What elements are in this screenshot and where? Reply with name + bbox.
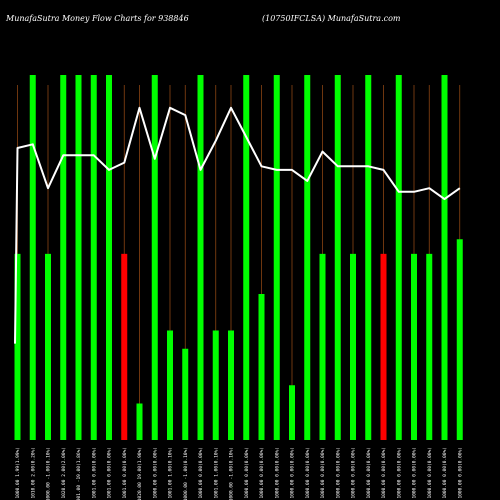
bar [228,330,234,440]
bar [395,75,402,440]
bar [29,75,36,440]
x-tick-label: 1000.00 0.00(0.00%) [244,447,250,498]
bar [380,253,387,440]
bar [304,75,311,440]
x-tick-label: 1001.00 1.00(0.10%) [213,447,219,498]
money-flow-polyline [14,106,461,344]
x-tick-label: 1000.00 0.00(0.00%) [427,447,433,498]
x-tick-label: 1000.00 0.00(0.00%) [152,447,158,498]
x-tick-label: 1000.00 0.00(0.00%) [412,447,418,498]
bar [212,330,219,440]
bar [45,253,51,440]
x-tick-label: 1001.00 -19.00(1.86%) [76,447,82,500]
bar [90,75,97,440]
bar [441,75,448,440]
bar [273,75,280,440]
money-flow-line [14,106,461,344]
bar [350,253,356,440]
bar [289,385,295,440]
bar [136,403,143,440]
bar [197,75,204,440]
bar [426,253,433,440]
x-tick-label: 1000.00 0.00(0.00%) [366,447,372,498]
chart-title-right: (10750IFCLSA) MunafaSutra.com [262,14,401,23]
x-tick-label: 1000.00 0.00(0.00%) [274,447,280,498]
x-tick-label: 1010.00 2.00(0.20%) [30,447,36,498]
x-tick-label: 1000.00 1.99(1.99%) [15,447,21,498]
bar [243,75,250,440]
x-tick-label: 1000.00 0.00(0.00%) [305,447,311,498]
bar [106,75,112,440]
x-tick-label: 1000.00 0.00(0.00%) [335,447,341,498]
bar [182,348,189,440]
bar [121,253,128,440]
bar [75,75,82,440]
bar [151,75,158,440]
bar [334,75,341,440]
x-tick-label: 1001.00 0.00(0.00%) [122,447,128,498]
x-tick-label: 1000.00 0.00(0.00%) [381,447,387,498]
x-tick-label: 1020.00 19.00(1.90%) [137,447,143,500]
x-tick-label: 1000.00 -1.00(0.10%) [46,447,52,500]
bar [258,294,265,440]
bar [456,239,463,440]
x-tick-label: 1000.00 0.00(0.00%) [198,447,204,498]
x-tick-label: 1001.00 1.00(0.10%) [168,447,174,498]
x-tick-label: 1000.00 0.00(0.00%) [396,447,402,498]
x-tick-label: 1000.00 -1.00(0.10%) [229,447,235,500]
x-tick-label: 1000.00 -1.00(0.10%) [183,447,189,500]
x-tick-label: 1000.00 0.00(0.00%) [320,447,326,498]
x-tick-label: 1000.00 0.00(0.00%) [442,447,448,498]
bar [60,75,67,440]
bar [167,330,173,440]
x-tick-label: 1000.00 0.00(0.00%) [351,447,357,498]
chart-title-left: MunafaSutra Money Flow Charts for 938846 [5,14,189,23]
bar [411,253,417,440]
bar [319,253,326,440]
x-tick-label: 1001.00 0.00(0.00%) [107,447,113,498]
x-tick-label: 1000.00 0.00(0.00%) [259,447,265,498]
x-tick-label: 1000.00 0.00(0.00%) [290,447,296,498]
bars [14,75,463,440]
x-tick-labels: 1000.00 1.99(1.99%) 1010.00 2.00(0.20%) 10… [15,447,463,500]
x-tick-label: 1000.00 0.00(0.00%) [457,447,463,498]
x-tick-label: 1001.00 0.00(0.00%) [91,447,97,498]
bar [14,253,21,440]
bar [365,75,372,440]
x-tick-label: 1020.00 2.00(2.00%) [61,447,67,498]
